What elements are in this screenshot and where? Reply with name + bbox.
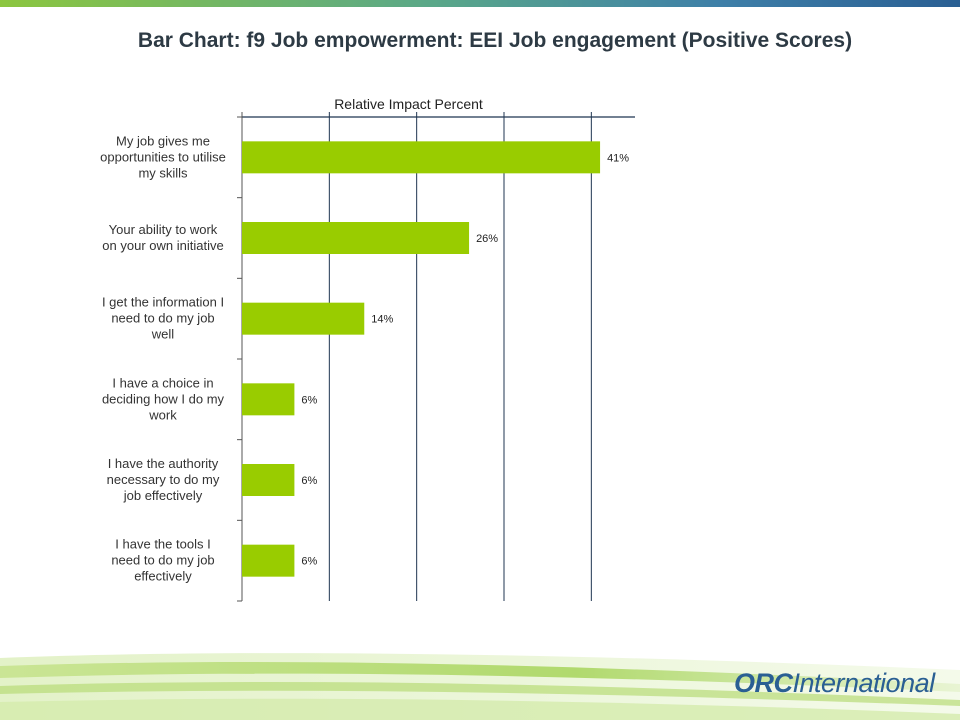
category-label-line: My job gives me xyxy=(116,133,210,148)
category-label-line: I have a choice in xyxy=(112,375,213,390)
category-label: I have a choice in deciding how I do my wo… xyxy=(102,375,225,422)
data-label: 41% xyxy=(607,152,629,164)
category-label-line: job effectively xyxy=(123,488,203,503)
data-label: 6% xyxy=(301,475,317,487)
category-label-line: deciding how I do my xyxy=(102,391,225,406)
top-accent-bar xyxy=(0,0,960,7)
logo-orc-text: ORC xyxy=(734,668,793,698)
category-label-line: work xyxy=(148,407,177,422)
category-label: My job gives me opportunities to utilise m… xyxy=(100,133,226,180)
footer-swoosh xyxy=(0,653,960,720)
category-label-line: my skills xyxy=(138,165,188,180)
bar xyxy=(242,222,470,254)
category-label-line: effectively xyxy=(134,569,192,584)
data-label: 26% xyxy=(476,233,498,245)
bar xyxy=(242,383,295,416)
category-label-line: Your ability to work xyxy=(109,222,218,237)
category-label-line: well xyxy=(151,327,175,342)
bar xyxy=(242,141,601,174)
category-label-line: opportunities to utilise xyxy=(100,149,226,164)
chart-title: Bar Chart: f9 Job empowerment: EEI Job e… xyxy=(137,29,853,52)
category-label-line: necessary to do my xyxy=(107,472,220,487)
category-label-line: I get the information I xyxy=(102,295,224,310)
orc-international-logo: ORCInternational xyxy=(734,668,935,699)
data-label: 6% xyxy=(301,394,317,406)
category-label-line: need to do my job xyxy=(111,553,214,568)
category-label: Your ability to work on your own initiati… xyxy=(102,222,223,253)
data-label: 6% xyxy=(301,556,317,568)
bar xyxy=(242,544,295,577)
bar xyxy=(242,464,295,496)
x-axis-title: Relative Impact Percent xyxy=(334,96,483,112)
category-label-line: on your own initiative xyxy=(102,238,223,253)
bar-chart: Relative Impact Percent 41% My job gives m… xyxy=(100,96,635,602)
category-label: I have the authority necessary to do my jo… xyxy=(107,456,220,503)
data-label: 14% xyxy=(371,314,393,326)
category-label-line: I have the tools I xyxy=(115,537,210,552)
category-label-line: need to do my job xyxy=(111,311,214,326)
logo-international-text: International xyxy=(792,668,936,698)
category-label-line: I have the authority xyxy=(108,456,219,471)
bar xyxy=(242,302,365,335)
